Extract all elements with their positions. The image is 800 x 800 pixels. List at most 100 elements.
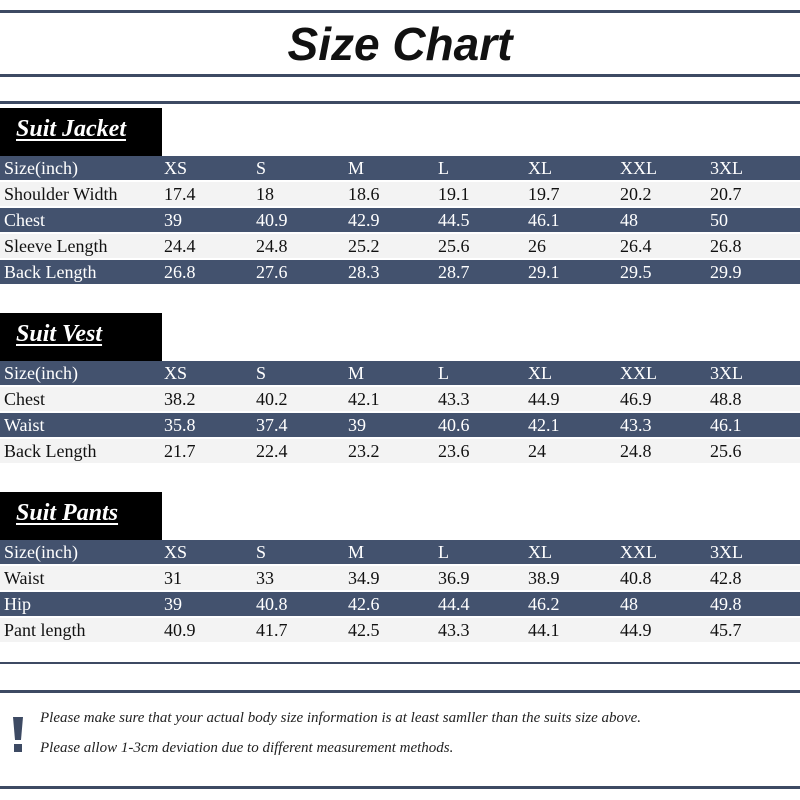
value-cell: 18.6	[348, 184, 380, 204]
value-cell: 20.7	[710, 184, 742, 204]
title-bottom-rule	[0, 74, 800, 77]
value-cell: S	[256, 158, 267, 178]
note-line-2: Please allow 1-3cm deviation due to diff…	[40, 740, 454, 756]
value-cell: 37.4	[256, 415, 288, 435]
row-label-cell: Size(inch)	[4, 363, 78, 383]
table-bottom-rule	[0, 662, 800, 664]
value-cell: XXL	[620, 542, 657, 562]
value-cell: M	[348, 542, 365, 562]
row-label-cell: Pant length	[4, 620, 86, 640]
table-row: Back Length 26.8 27.6 28.3 28.7 29.1 29.5 29.9	[0, 260, 800, 284]
value-cell: 44.1	[528, 620, 560, 640]
section-label-box: Suit Vest	[0, 313, 162, 361]
value-cell: 24.4	[164, 236, 196, 256]
table-row: Waist 35.8 37.4 39 40.6 42.1 43.3 46.1	[0, 413, 800, 437]
row-label-cell: Chest	[4, 389, 46, 409]
value-cell: 20.2	[620, 184, 652, 204]
value-cell: 19.7	[528, 184, 560, 204]
value-cell: 39	[164, 210, 182, 230]
row-label-cell: Waist	[4, 415, 45, 435]
value-cell: 29.1	[528, 262, 560, 282]
page-title: Size Chart	[287, 18, 513, 70]
table-row: Shoulder Width 17.4 18 18.6 19.1 19.7 20.2 20.7	[0, 182, 800, 206]
row-label-cell: Sleeve Length	[4, 236, 108, 256]
value-cell: 42.6	[348, 594, 380, 614]
table-header-row: Size(inch) XS S M L XL XXL 3XL	[0, 361, 800, 385]
value-cell: 29.9	[710, 262, 742, 282]
value-cell: 28.3	[348, 262, 380, 282]
value-cell: 23.2	[348, 441, 380, 461]
value-cell: 17.4	[164, 184, 196, 204]
value-cell: 35.8	[164, 415, 196, 435]
table-header-row: Size(inch) XS S M L XL XXL 3XL	[0, 156, 800, 180]
value-cell: 26.8	[710, 236, 742, 256]
value-cell: 44.9	[620, 620, 652, 640]
value-cell: L	[438, 158, 449, 178]
value-cell: 3XL	[710, 363, 743, 383]
value-cell: 29.5	[620, 262, 652, 282]
value-cell: 24.8	[256, 236, 288, 256]
value-cell: 19.1	[438, 184, 470, 204]
table-row: Chest 38.2 40.2 42.1 43.3 44.9 46.9 48.8	[0, 387, 800, 411]
value-cell: 41.7	[256, 620, 288, 640]
value-cell: 39	[164, 594, 182, 614]
value-cell: 48.8	[710, 389, 742, 409]
notes-area: Please make sure that your actual body s…	[0, 700, 800, 770]
bottom-rule	[0, 786, 800, 789]
value-cell: 46.9	[620, 389, 652, 409]
section-suit-pants: Suit Pants Size(inch) XS S M L XL XXL 3XL Waist 3…	[0, 492, 800, 652]
value-cell: 18	[256, 184, 274, 204]
value-cell: XS	[164, 542, 188, 562]
value-cell: 23.6	[438, 441, 470, 461]
value-cell: M	[348, 158, 365, 178]
value-cell: 48	[620, 210, 638, 230]
value-cell: 28.7	[438, 262, 470, 282]
row-label-cell: Back Length	[4, 262, 97, 282]
value-cell: XXL	[620, 363, 657, 383]
row-label-cell: Chest	[4, 210, 46, 230]
section-suit-jacket: Suit Jacket Size(inch) XS S M L XL XXL 3XL Shoul…	[0, 108, 800, 288]
section-label-box: Suit Jacket	[0, 108, 162, 156]
value-cell: L	[438, 363, 449, 383]
value-cell: 44.9	[528, 389, 560, 409]
table-row: Back Length 21.7 22.4 23.2 23.6 24 24.8 25.6	[0, 439, 800, 463]
table-row: Waist 31 33 34.9 36.9 38.9 40.8 42.8	[0, 566, 800, 590]
value-cell: 24.8	[620, 441, 652, 461]
value-cell: 3XL	[710, 542, 743, 562]
value-cell: 22.4	[256, 441, 288, 461]
value-cell: 42.9	[348, 210, 380, 230]
section-label-box: Suit Pants	[0, 492, 162, 540]
value-cell: 44.5	[438, 210, 470, 230]
value-cell: 42.8	[710, 568, 742, 588]
value-cell: 3XL	[710, 158, 743, 178]
value-cell: 38.2	[164, 389, 196, 409]
exclamation-icon	[13, 717, 23, 752]
value-cell: 40.2	[256, 389, 288, 409]
top-rule	[0, 10, 800, 13]
value-cell: S	[256, 542, 267, 562]
section-label: Suit Jacket	[16, 116, 127, 142]
row-label-cell: Size(inch)	[4, 158, 78, 178]
value-cell: 21.7	[164, 441, 196, 461]
value-cell: 40.8	[256, 594, 288, 614]
value-cell: 43.3	[620, 415, 652, 435]
value-cell: 26.4	[620, 236, 652, 256]
value-cell: 42.1	[348, 389, 380, 409]
value-cell: 24	[528, 441, 546, 461]
value-cell: 40.6	[438, 415, 470, 435]
value-cell: XS	[164, 158, 188, 178]
row-label-cell: Size(inch)	[4, 542, 78, 562]
table-header-row: Size(inch) XS S M L XL XXL 3XL	[0, 540, 800, 564]
value-cell: 49.8	[710, 594, 742, 614]
value-cell: 26.8	[164, 262, 196, 282]
value-cell: 42.5	[348, 620, 380, 640]
value-cell: XL	[528, 363, 552, 383]
value-cell: 46.1	[710, 415, 742, 435]
note-line-1: Please make sure that your actual body s…	[40, 710, 642, 726]
value-cell: 44.4	[438, 594, 470, 614]
value-cell: 39	[348, 415, 366, 435]
value-cell: 40.8	[620, 568, 652, 588]
value-cell: XL	[528, 158, 552, 178]
value-cell: M	[348, 363, 365, 383]
value-cell: 50	[710, 210, 728, 230]
